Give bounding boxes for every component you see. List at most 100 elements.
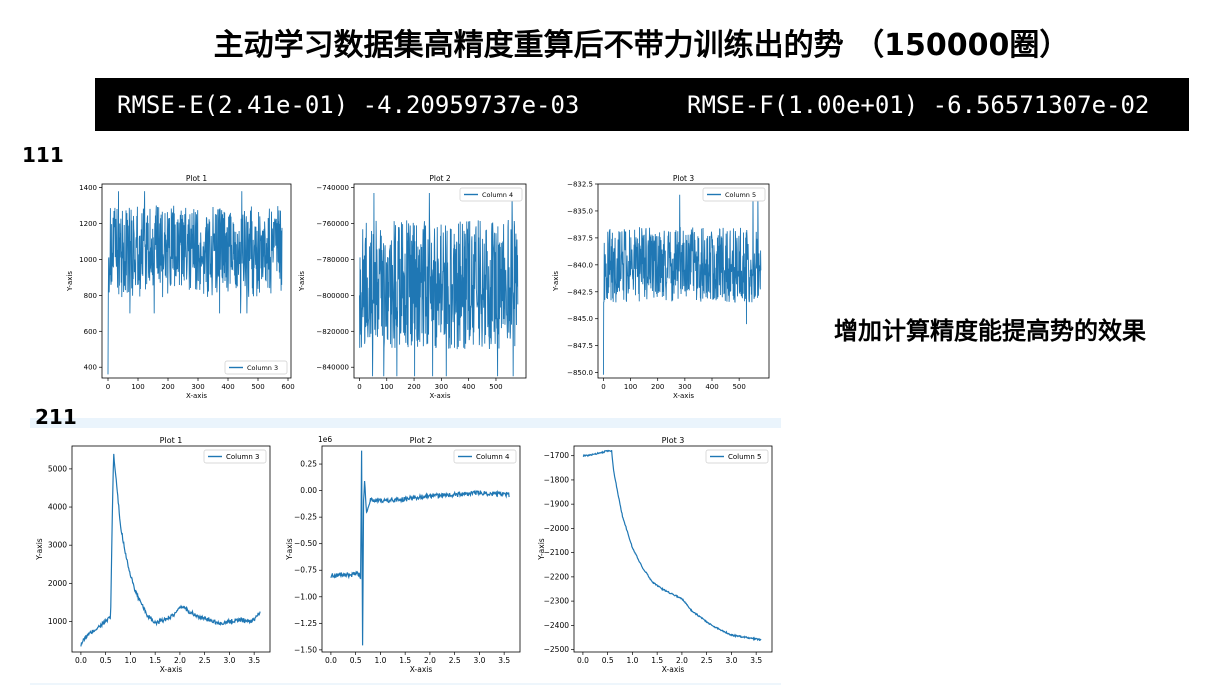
- side-note: 增加计算精度能提高势的效果: [834, 317, 1146, 345]
- x-tick-label: 200: [651, 383, 664, 391]
- x-tick-label: 400: [705, 383, 718, 391]
- legend-box: [453, 449, 517, 464]
- x-tick-label: 100: [380, 383, 393, 391]
- y-tick-label: 1400: [79, 184, 97, 192]
- x-tick-label: 100: [131, 383, 144, 391]
- page-title: 主动学习数据集高精度重算后不带力训练出的势 （150000圈）: [213, 28, 1070, 63]
- x-tick-label: 0.0: [75, 656, 87, 665]
- y-tick-label: −2100: [544, 548, 570, 557]
- x-tick-label: 2.0: [676, 656, 688, 665]
- x-tick-label: 2.5: [701, 656, 713, 665]
- series-line-column-3: [80, 453, 261, 647]
- x-tick-label: 0: [601, 383, 605, 391]
- y-tick-label: 1000: [79, 256, 97, 264]
- y-tick-label: −2200: [544, 572, 570, 581]
- y-tick-label: −740000: [316, 184, 349, 192]
- x-tick-label: 3.0: [223, 656, 235, 665]
- y-tick-label: −2300: [544, 597, 570, 606]
- y-tick-label: −850.0: [567, 369, 593, 377]
- plot-title: Plot 1: [160, 436, 183, 445]
- y-tick-label: 5000: [48, 464, 67, 473]
- x-tick-label: 300: [678, 383, 691, 391]
- x-tick-label: 500: [251, 383, 264, 391]
- plot-title: Plot 3: [673, 174, 695, 183]
- x-tick-label: 3.0: [725, 656, 737, 665]
- y-tick-label: −847.5: [567, 342, 593, 350]
- x-tick-label: 0.5: [100, 656, 112, 665]
- x-axis-label: X-axis: [673, 392, 694, 400]
- y-tick-label: 0.00: [300, 486, 317, 495]
- chart-row1-plot3: Plot 3 0 100 200 300 400 500 −850.0 −847.5 −845.0…: [552, 174, 770, 400]
- legend: Column 4: [459, 187, 523, 202]
- series-line-column-4: [359, 192, 519, 377]
- legend: Column 5: [702, 187, 766, 202]
- y-tick-label: −760000: [316, 220, 349, 228]
- y-tick-label: −820000: [316, 328, 349, 336]
- row-label-111: 111: [22, 143, 64, 167]
- x-tick-label: 200: [407, 383, 420, 391]
- y-tick-label: −1.00: [294, 592, 317, 601]
- y-axis-label: Y-axis: [552, 271, 560, 292]
- y-tick-label: −1.25: [294, 619, 317, 628]
- y-tick-label: −0.50: [294, 539, 317, 548]
- plot-title: Plot 1: [186, 174, 208, 183]
- y-tick-label: −845.0: [567, 315, 593, 323]
- rmse-f-text: RMSE-F(1.00e+01) -6.56571307e-02: [687, 91, 1150, 119]
- legend-box: [459, 187, 523, 202]
- x-tick-label: 400: [221, 383, 234, 391]
- legend-box: [702, 187, 766, 202]
- legend-box: [224, 360, 288, 375]
- chart-row1-plot1: Plot 1 0 100 200 300 400 500 600 400 600 800 1000 12…: [66, 174, 295, 400]
- legend: Column 5: [705, 449, 769, 464]
- legend-label: Column 5: [725, 191, 756, 199]
- legend-label: Column 3: [247, 364, 278, 372]
- rmse-bar: RMSE-E(2.41e-01) -4.20959737e-03 RMSE-F(…: [95, 78, 1189, 131]
- y-tick-label: −837.5: [567, 234, 593, 242]
- plot-title: Plot 2: [429, 174, 451, 183]
- x-tick-label: 1.0: [626, 656, 638, 665]
- x-tick-label: 0: [357, 383, 361, 391]
- y-tick-label: −840000: [316, 364, 349, 372]
- x-tick-label: 2.0: [424, 656, 436, 665]
- row-label-211: 211: [35, 405, 77, 429]
- x-tick-label: 600: [281, 383, 294, 391]
- y-tick-label: −1700: [544, 451, 570, 460]
- x-tick-label: 2.5: [199, 656, 211, 665]
- axes-frame: [353, 183, 527, 379]
- x-tick-label: 1.0: [124, 656, 136, 665]
- y-tick-label: −0.25: [294, 513, 317, 522]
- legend-label: Column 5: [728, 453, 762, 461]
- legend-box: [203, 449, 267, 464]
- x-tick-label: 1.5: [399, 656, 411, 665]
- y-tick-label: −2400: [544, 621, 570, 630]
- y-tick-label: 2000: [48, 579, 67, 588]
- x-tick-label: 3.0: [473, 656, 485, 665]
- x-axis-label: X-axis: [186, 392, 207, 400]
- y-tick-label: 0.25: [300, 460, 317, 469]
- y-tick-label: 1000: [48, 617, 67, 626]
- y-tick-label: 800: [84, 292, 97, 300]
- y-tick-label: −780000: [316, 256, 349, 264]
- axes-frame: [321, 445, 521, 653]
- x-tick-label: 200: [161, 383, 174, 391]
- x-tick-label: 300: [191, 383, 204, 391]
- series-line-column-3: [107, 191, 283, 375]
- x-tick-label: 100: [624, 383, 637, 391]
- axes-frame: [573, 445, 773, 653]
- legend-label: Column 3: [226, 453, 260, 461]
- x-axis-label: X-axis: [662, 665, 685, 674]
- x-tick-label: 0.0: [577, 656, 589, 665]
- x-tick-label: 0: [106, 383, 110, 391]
- series-line-column-5: [602, 194, 762, 375]
- x-tick-label: 0.0: [325, 656, 337, 665]
- y-tick-label: −1900: [544, 500, 570, 509]
- x-tick-label: 1.5: [149, 656, 161, 665]
- legend-label: Column 4: [482, 191, 513, 199]
- x-tick-label: 1.0: [374, 656, 386, 665]
- y-tick-label: 600: [84, 328, 97, 336]
- x-tick-label: 0.5: [350, 656, 362, 665]
- x-tick-label: 300: [435, 383, 448, 391]
- x-tick-label: 500: [489, 383, 502, 391]
- x-tick-label: 2.0: [174, 656, 186, 665]
- y-tick-label: −800000: [316, 292, 349, 300]
